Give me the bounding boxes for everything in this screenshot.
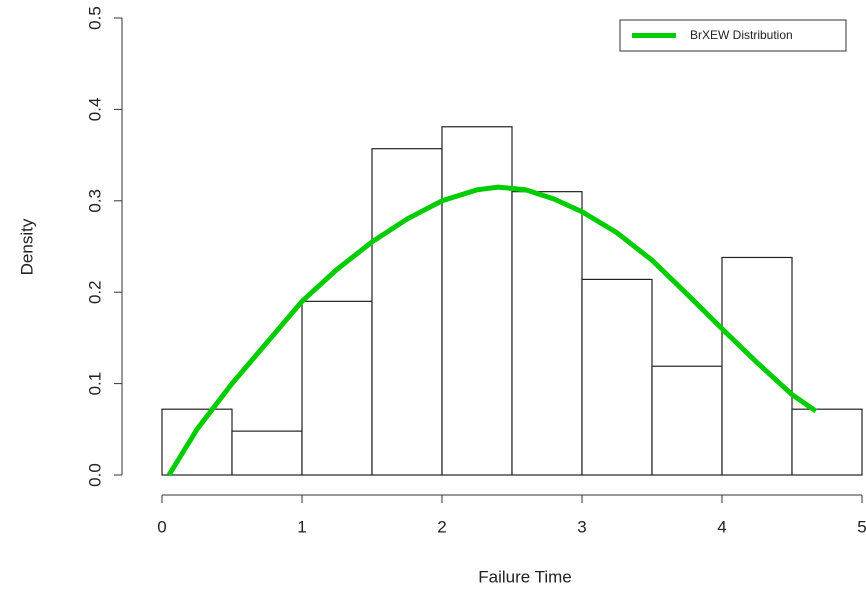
- bar: [231, 430, 303, 476]
- density-curve: [166, 184, 818, 477]
- bar: [511, 191, 583, 476]
- x-tick-label: 2: [437, 517, 446, 536]
- y-axis-label: Density: [17, 218, 36, 275]
- bar: [581, 278, 653, 476]
- x-tick-label: 0: [157, 517, 166, 536]
- y-tick-label: 0.0: [85, 463, 104, 487]
- x-tick-label: 1: [297, 517, 306, 536]
- x-tick-label: 3: [577, 517, 586, 536]
- bar: [651, 365, 723, 476]
- y-tick-label: 0.4: [85, 98, 104, 122]
- x-tick-label: 5: [857, 517, 866, 536]
- y-tick-label: 0.1: [85, 372, 104, 396]
- y-tick-label: 0.3: [85, 189, 104, 213]
- bar: [301, 300, 373, 476]
- bar: [441, 126, 513, 476]
- legend-label: BrXEW Distribution: [690, 28, 793, 42]
- bar: [791, 408, 863, 476]
- bar: [371, 148, 443, 476]
- y-tick-label: 0.5: [85, 6, 104, 30]
- x-axis-label: Failure Time: [478, 567, 572, 586]
- bar: [721, 256, 793, 476]
- x-tick-label: 4: [717, 517, 726, 536]
- y-tick-label: 0.2: [85, 280, 104, 304]
